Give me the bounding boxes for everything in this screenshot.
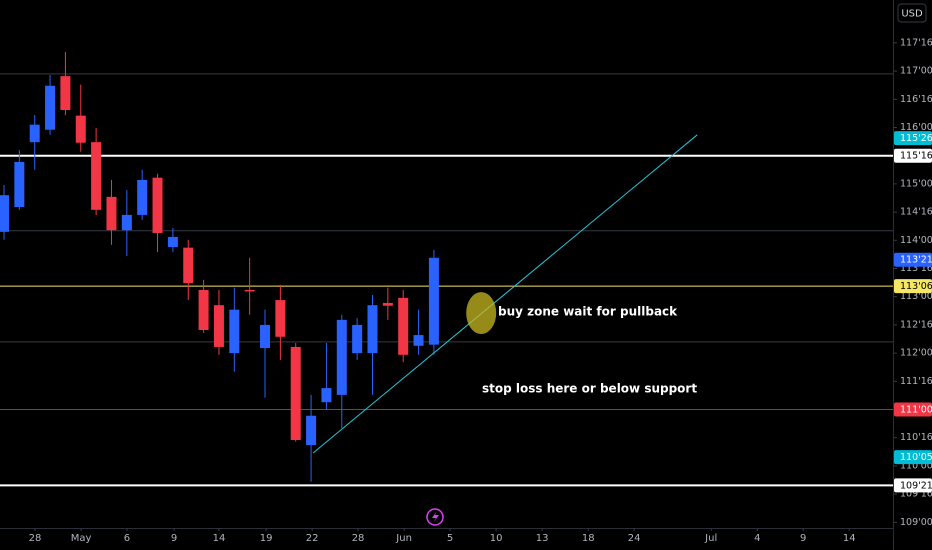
candle-body [45,85,56,130]
candle-body [198,289,209,330]
y-tick-label: 113'16 [900,263,932,274]
x-tick-label: 9 [800,533,806,544]
x-tick-label: Jun [395,533,412,544]
candle-body [413,335,424,346]
candle-body [244,289,255,292]
candle-body [152,177,163,233]
x-tick-label: 6 [124,533,130,544]
event-icon[interactable] [426,508,444,526]
price-label: 113'21 [900,255,932,266]
y-tick-label: 110'16 [900,432,932,443]
candle-body [121,214,132,231]
event-bolt [432,511,439,523]
candle-body [29,124,40,143]
candle-body [91,142,102,210]
annotation: buy zone wait for pullback [498,305,678,319]
price-label-box [894,131,932,146]
x-tick-label: 13 [536,533,549,544]
y-tick-label: 109'00 [900,517,932,528]
candle-body [14,161,25,208]
currency: USD [901,9,923,20]
x-tick-label: 9 [171,533,177,544]
x-tick-label: 28 [29,533,42,544]
candle-body [260,324,271,349]
price-label-box [894,252,932,267]
x-tick-label: Jul [704,533,717,544]
candle-body [321,388,332,403]
x-tick-label: 10 [490,533,503,544]
x-tick-label: 5 [447,533,453,544]
x-tick-label: 14 [213,533,226,544]
x-tick-label: 4 [754,533,760,544]
currency-box [897,3,927,23]
plot [0,51,893,487]
candle-body [336,319,347,395]
candle-body [167,236,178,248]
price-label-box [894,148,932,163]
x-tick-label: 14 [843,533,856,544]
candle-body [183,247,194,284]
y-tick-label: 113'00 [900,291,932,302]
candle-body [428,257,439,345]
price-label: 109'21 [900,480,932,491]
y-tick-label: 111'16 [900,376,932,387]
x-tick-label: 19 [260,533,273,544]
y-tick-label: 110'00 [900,460,932,471]
candle-body [290,346,301,440]
price-label: 113'06 [900,281,932,292]
price-label: 110'05 [900,452,932,463]
annotation: stop loss here or below support [482,382,697,396]
x-tick-label: 28 [352,533,365,544]
price-label: 111'00 [900,405,932,416]
y-tick-label: 117'00 [900,66,932,77]
price-label-box [894,478,932,493]
candle-body [229,309,240,354]
trendline [312,134,698,454]
candle-body [275,300,286,337]
price-label-box [894,450,932,465]
y-tick-label: 112'00 [900,348,932,359]
x-tick-label: 18 [582,533,595,544]
x-tick-label: 24 [628,533,641,544]
y-tick-label: 112'16 [900,319,932,330]
candle-body [0,195,9,232]
x-tick-label: May [71,533,92,544]
candle-body [352,324,363,354]
y-tick-label: 116'00 [900,122,932,133]
candle-body [75,115,86,143]
candle-body [367,305,378,354]
y-tick-label: 117'16 [900,37,932,48]
price-label: 115'26 [900,133,932,144]
y-tick-label: 114'16 [900,207,932,218]
y-tick-label: 115'00 [900,178,932,189]
x-tick-label: 22 [306,533,319,544]
y-tick-label: 114'00 [900,235,932,246]
price-label: 115'16 [900,151,932,162]
price-label-box [894,279,932,294]
candle-body [106,196,117,231]
price-label-box [894,402,932,417]
candle-body [306,415,317,446]
candle-body [398,297,409,355]
y-tick-label: 109'16 [900,489,932,500]
candle-body [213,305,224,347]
price-axis: 109'00 109'16 110'00 110'16 111'16 112'00 112'… [893,37,932,528]
y-tick-label: 116'16 [900,94,932,105]
candle-body [382,302,393,306]
buy-zone [466,292,497,335]
candle-body [137,179,148,215]
candle-body [60,76,71,110]
